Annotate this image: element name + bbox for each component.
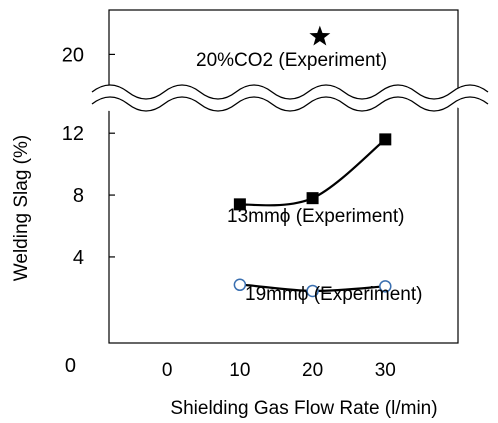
y-axis-title: Welding Slag (%) — [11, 135, 32, 281]
axis-break — [91, 84, 489, 112]
data-point-open-circle — [233, 278, 247, 292]
y-tick-label: 0 — [65, 355, 76, 377]
y-tick-label: 12 — [62, 123, 84, 145]
data-point-filled-square — [233, 198, 246, 211]
y-tick-label: 20 — [62, 44, 84, 66]
series-layer — [233, 25, 392, 298]
data-point-open-circle — [379, 280, 392, 293]
y-axis-ticks: 0 4 8 12 20 — [62, 44, 115, 377]
data-point-filled-square — [379, 133, 392, 146]
series-label-19mm: 19mmϕ (Experiment) — [245, 284, 422, 305]
x-tick-label: 30 — [375, 360, 396, 381]
x-axis-ticks: 0 10 20 30 — [162, 360, 396, 381]
x-axis-title: Shielding Gas Flow Rate (l/min) — [170, 398, 437, 419]
series-label-co2: 20%CO2 (Experiment) — [196, 50, 387, 71]
y-tick-label: 8 — [73, 185, 84, 207]
series-label-13mm: 13mmϕ (Experiment) — [227, 206, 404, 227]
y-tick-label: 4 — [73, 247, 84, 269]
data-point-filled-square — [306, 192, 319, 205]
plot-frame — [108, 9, 459, 344]
x-tick-label: 10 — [229, 360, 250, 381]
data-point-open-circle — [306, 284, 319, 298]
x-tick-label: 0 — [162, 360, 173, 381]
x-tick-label: 20 — [302, 360, 323, 381]
data-point-star — [309, 25, 331, 46]
